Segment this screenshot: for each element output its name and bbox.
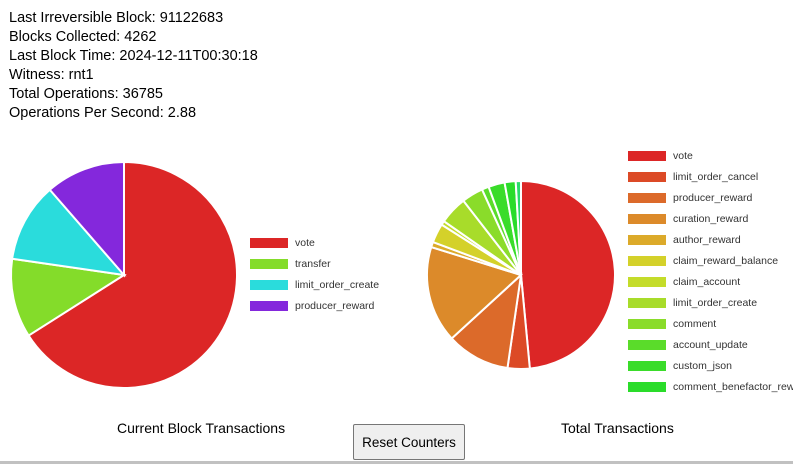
legend-swatch — [628, 214, 666, 224]
legend-swatch — [628, 340, 666, 350]
legend-label: producer_reward — [673, 192, 753, 204]
legend-swatch — [250, 301, 288, 311]
pie-slice-transfer[interactable] — [10, 257, 127, 337]
current-block-chart-title: Current Block Transactions — [117, 420, 286, 436]
blocks-collected: Blocks Collected: 4262 — [9, 29, 157, 45]
stats-panel: Last Irreversible Block: 91122683 Blocks… — [9, 9, 258, 123]
legend-item-limit-order-create[interactable]: limit_order_create — [250, 279, 379, 291]
legend-label: producer_reward — [295, 300, 375, 312]
pie-slice-limit-order-create[interactable] — [11, 188, 127, 277]
legend-label: comment — [673, 318, 717, 330]
legend-item-limit-order-create[interactable]: limit_order_create — [628, 297, 757, 309]
legend-item-account-update[interactable]: account_update — [628, 339, 748, 351]
legend-item-custom-json[interactable]: custom_json — [628, 360, 732, 372]
legend-item-comment-benefactor-reward[interactable]: comment_benefactor_reward — [628, 381, 793, 393]
legend-label: custom_json — [673, 360, 732, 372]
legend-item-author-reward[interactable]: author_reward — [628, 234, 741, 246]
last-block-time: Last Block Time: 2024-12-11T00:30:18 — [9, 48, 258, 64]
legend-item-producer-reward[interactable]: producer_reward — [628, 192, 752, 204]
legend-swatch — [250, 259, 288, 269]
total-transactions-pie-chart — [426, 179, 616, 370]
legend-label: author_reward — [673, 234, 741, 246]
legend-label: claim_account — [673, 276, 741, 288]
legend-item-claim-account[interactable]: claim_account — [628, 276, 740, 288]
legend-swatch — [628, 151, 666, 161]
legend-label: curation_reward — [673, 213, 749, 225]
total-transactions-chart-title: Total Transactions — [561, 420, 674, 436]
legend-label: limit_order_create — [295, 279, 380, 291]
legend-swatch — [250, 238, 288, 248]
total-operations: Total Operations: 36785 — [9, 86, 163, 102]
legend-item-limit-order-cancel[interactable]: limit_order_cancel — [628, 171, 758, 183]
legend-item-comment[interactable]: comment — [628, 318, 716, 330]
legend-label: vote — [295, 237, 315, 249]
legend-label: account_update — [673, 339, 748, 351]
legend-swatch — [628, 256, 666, 266]
legend-label: limit_order_create — [673, 297, 758, 309]
current-block-legend: vote transfer limit_order_create producer_r… — [250, 237, 410, 317]
legend-swatch — [628, 319, 666, 329]
legend-swatch — [628, 193, 666, 203]
legend-swatch — [628, 298, 666, 308]
operations-per-second: Operations Per Second: 2.88 — [9, 105, 197, 121]
reset-counters-button[interactable]: Reset Counters — [353, 424, 465, 460]
pie-slice-producer-reward[interactable] — [48, 160, 125, 278]
pie-slice-other[interactable] — [514, 179, 522, 276]
legend-swatch — [628, 172, 666, 182]
witness: Witness: rnt1 — [9, 67, 94, 83]
last-irreversible-block: Last Irreversible Block: 91122683 — [9, 10, 224, 26]
legend-item-vote[interactable]: vote — [250, 237, 315, 249]
legend-label: vote — [673, 150, 693, 162]
legend-label: claim_reward_balance — [673, 255, 779, 267]
legend-swatch — [628, 382, 666, 392]
legend-item-producer-reward[interactable]: producer_reward — [250, 300, 374, 312]
legend-swatch — [628, 235, 666, 245]
pie-slice-curation-reward[interactable] — [426, 245, 523, 340]
legend-item-transfer[interactable]: transfer — [250, 258, 331, 270]
legend-label: limit_order_cancel — [673, 171, 759, 183]
current-block-pie-chart — [10, 160, 238, 389]
legend-item-claim-reward-balance[interactable]: claim_reward_balance — [628, 255, 778, 267]
legend-item-vote[interactable]: vote — [628, 150, 693, 162]
legend-swatch — [628, 277, 666, 287]
pie-slice-vote[interactable] — [520, 179, 616, 370]
legend-swatch — [250, 280, 288, 290]
horizontal-scrollbar[interactable] — [0, 461, 793, 464]
pie-slice-vote[interactable] — [27, 160, 238, 389]
legend-label: comment_benefactor_reward — [673, 381, 793, 393]
legend-item-curation-reward[interactable]: curation_reward — [628, 213, 748, 225]
legend-label: transfer — [295, 258, 331, 270]
legend-swatch — [628, 361, 666, 371]
